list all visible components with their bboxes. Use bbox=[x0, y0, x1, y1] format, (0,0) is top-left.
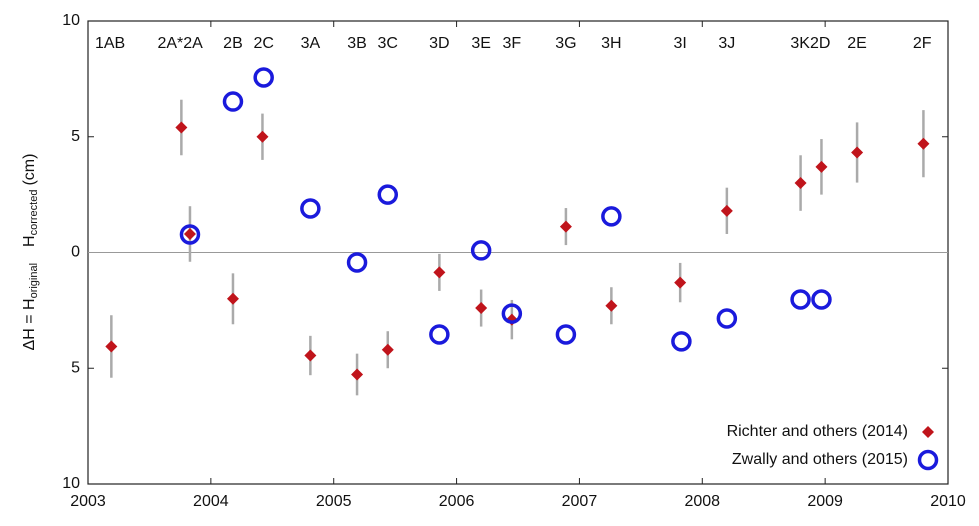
diamond-point bbox=[605, 299, 618, 312]
x-tick-label: 2009 bbox=[807, 493, 843, 510]
campaign-label: 2E bbox=[847, 35, 867, 52]
campaign-label: 3I bbox=[673, 35, 686, 52]
x-tick-label: 2006 bbox=[439, 493, 475, 510]
diamond-point bbox=[381, 343, 394, 356]
circle-point bbox=[377, 184, 399, 205]
diamond-point bbox=[815, 160, 828, 173]
circle-point bbox=[716, 308, 738, 329]
circle-point bbox=[346, 252, 368, 273]
x-tick-label: 2008 bbox=[684, 493, 720, 510]
diamond-point bbox=[794, 177, 807, 190]
campaign-label: 3D bbox=[429, 35, 449, 52]
x-tick-label: 2010 bbox=[930, 493, 966, 510]
diamond-point bbox=[351, 368, 364, 381]
circle-point bbox=[253, 67, 274, 88]
circle-point bbox=[179, 224, 201, 245]
campaign-label: 3G bbox=[555, 35, 576, 52]
x-tick-label: 2005 bbox=[316, 493, 352, 510]
circle-point bbox=[790, 289, 811, 310]
x-tick-label: 2003 bbox=[70, 493, 106, 510]
y-tick-label: 5 bbox=[71, 359, 80, 376]
diamond-point bbox=[851, 146, 864, 159]
diamond-point bbox=[183, 227, 196, 240]
campaign-label: 3A bbox=[301, 35, 321, 52]
y-tick-label: 10 bbox=[62, 475, 80, 492]
circle-point bbox=[601, 206, 622, 227]
campaign-label: 3C bbox=[378, 35, 398, 52]
diamond-point bbox=[475, 302, 488, 315]
diamond-point bbox=[674, 276, 687, 289]
circle-point bbox=[222, 91, 244, 112]
y-tick-label: 10 bbox=[62, 12, 80, 29]
campaign-label: 3B bbox=[347, 35, 367, 52]
diamond-point bbox=[922, 426, 934, 438]
circle-point bbox=[429, 324, 450, 345]
diamond-point bbox=[433, 266, 446, 279]
campaign-label: 3K2D bbox=[790, 35, 830, 52]
y-axis-label: ΔH = Horiginal Hcorrected (cm) bbox=[21, 154, 40, 351]
diamond-point bbox=[226, 292, 239, 305]
y-label-sub: original bbox=[28, 263, 40, 298]
circle-point bbox=[470, 240, 492, 261]
diamond-point bbox=[559, 220, 572, 233]
legend-label: Zwally and others (2015) bbox=[732, 451, 908, 468]
campaign-label: 1AB bbox=[95, 35, 125, 52]
circle-point bbox=[555, 324, 577, 345]
diamond-point bbox=[175, 121, 188, 134]
campaign-label: 2A*2A bbox=[157, 35, 203, 52]
legend-label: Richter and others (2014) bbox=[727, 423, 908, 440]
y-label-part: (cm) bbox=[21, 154, 38, 186]
circle-point bbox=[671, 331, 692, 352]
diamond-point bbox=[105, 340, 118, 353]
campaign-label: 2C bbox=[253, 35, 273, 52]
y-tick-label: 0 bbox=[71, 244, 80, 261]
circle-point bbox=[501, 303, 523, 324]
diamond-point bbox=[256, 130, 269, 143]
y-label-part: ΔH = H bbox=[21, 298, 38, 350]
y-label-part: H bbox=[21, 235, 38, 247]
circle-point bbox=[300, 198, 321, 219]
y-label-sub: corrected bbox=[28, 190, 40, 236]
campaign-label: 3F bbox=[503, 35, 522, 52]
circle-point bbox=[811, 289, 832, 310]
diamond-point bbox=[917, 137, 930, 150]
campaign-label: 3E bbox=[471, 35, 491, 52]
x-tick-label: 2007 bbox=[562, 493, 598, 510]
campaign-label: 2F bbox=[913, 35, 932, 52]
diamond-point bbox=[304, 349, 317, 362]
x-tick-label: 2004 bbox=[193, 493, 229, 510]
diamond-point bbox=[720, 204, 733, 217]
campaign-label: 3J bbox=[718, 35, 735, 52]
campaign-label: 3H bbox=[601, 35, 621, 52]
campaign-label: 2B bbox=[223, 35, 243, 52]
circle-point bbox=[917, 449, 939, 471]
y-tick-label: 5 bbox=[71, 128, 80, 145]
